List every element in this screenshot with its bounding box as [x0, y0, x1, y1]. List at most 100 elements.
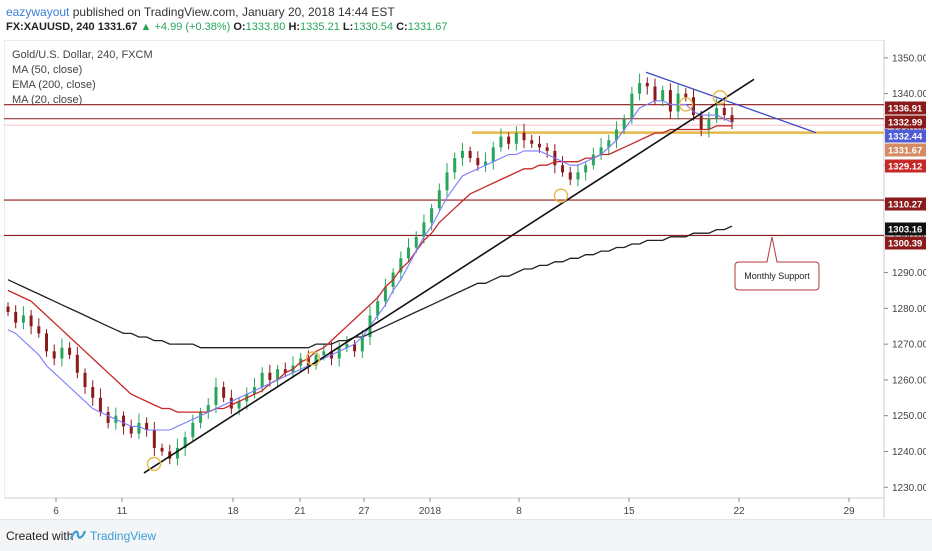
candle-body [638, 82, 642, 94]
price-tag [885, 129, 926, 143]
candle-body [476, 158, 480, 166]
candle-body [229, 397, 233, 409]
candle-body [399, 258, 403, 273]
annotation-callout [734, 236, 820, 291]
touch-point-marker [146, 456, 162, 472]
candle-body [175, 447, 179, 459]
x-tick-label: 15 [623, 506, 635, 517]
high-label: H: [288, 21, 301, 33]
candle-body [52, 351, 56, 359]
candle-body [68, 347, 72, 355]
candle-body [437, 190, 441, 209]
candle-body [430, 208, 434, 223]
tradingview-logo-icon[interactable] [70, 528, 86, 542]
candle-body [214, 387, 218, 405]
candle-body [91, 387, 95, 398]
candle-body [60, 347, 64, 359]
ema200-line [7, 225, 733, 349]
candle-body [98, 397, 102, 413]
candle-body [29, 315, 33, 327]
candle-body [206, 404, 210, 413]
descending-trendline [645, 71, 817, 134]
last-price: 1331.67 [97, 21, 138, 33]
candle-body [453, 158, 457, 173]
candle-body [337, 347, 341, 359]
candle-body [260, 372, 264, 388]
candle-body [106, 412, 110, 423]
candle-body [614, 129, 618, 141]
price-tag-label: 1300.39 [888, 238, 922, 249]
candle-body [568, 172, 572, 180]
x-tick-label: 2018 [419, 506, 442, 517]
candle-body [45, 333, 49, 352]
x-tick-label: 6 [53, 506, 59, 517]
candle-body [722, 107, 726, 116]
candle-body [507, 136, 511, 144]
candle-body [183, 437, 187, 448]
candle-body [14, 311, 18, 323]
candle-body [6, 306, 10, 312]
candle-body [630, 93, 634, 119]
candle-body [545, 147, 549, 151]
price-tag [885, 101, 926, 115]
price-tag-label: 1332.44 [888, 131, 923, 142]
candle-body [484, 161, 488, 166]
price-chart[interactable]: 1230.00 1240.00 1250.00 1260.00 1270.00 1280.… [4, 40, 926, 518]
price-tag-label: 1329.12 [888, 161, 922, 172]
price-tag [885, 143, 926, 157]
candle-body [691, 97, 695, 116]
candle-body [645, 82, 649, 87]
open-label: O: [233, 21, 246, 33]
candle-body [715, 107, 719, 119]
touch-point-marker [712, 90, 728, 105]
x-tick-label: 22 [733, 506, 745, 517]
tradingview-brand[interactable]: TradingView [90, 529, 157, 543]
candle-body [345, 344, 349, 348]
candle-body [407, 247, 411, 259]
y-tick-label: 1340.00 [892, 89, 926, 100]
x-tick-label: 18 [227, 506, 239, 517]
close-value: 1331.67 [407, 21, 448, 33]
candle-body [684, 93, 688, 98]
x-tick-label: 8 [516, 506, 522, 517]
y-tick-label: 1350.00 [892, 53, 926, 64]
quote-line: FX:XAUUSD, 240 1331.67 ▲ +4.99 (+0.38%) … [6, 21, 447, 33]
candle-body [514, 133, 518, 144]
publish-info: published on TradingView.com, January 20… [72, 5, 395, 19]
candle-body [499, 136, 503, 148]
candle-body [283, 369, 287, 373]
chart-header: eazywayout published on TradingView.com,… [0, 0, 932, 36]
candle-body [191, 422, 195, 438]
touch-point-marker [305, 351, 321, 366]
candle-body [75, 354, 79, 373]
ascending-trendline [143, 78, 755, 474]
candle-body [576, 172, 580, 180]
price-change: ▲ +4.99 (+0.38%) [140, 21, 231, 33]
price-tag [885, 159, 926, 173]
chart-area[interactable]: 1230.00 1240.00 1250.00 1260.00 1270.00 1280.… [4, 40, 926, 518]
candle-body [561, 165, 565, 173]
price-tag-label: 1332.99 [888, 117, 922, 128]
price-tag-label: 1310.27 [888, 199, 922, 210]
candle-body [314, 354, 318, 366]
candle-body [383, 286, 387, 302]
open-value: 1333.80 [245, 21, 286, 33]
candle-body [537, 143, 541, 148]
candle-body [276, 369, 280, 380]
y-tick-label: 1250.00 [892, 411, 926, 422]
candle-body [530, 140, 534, 144]
candle-body [676, 93, 680, 112]
candle-body [21, 315, 25, 323]
candle-body [599, 147, 603, 155]
candle-body [707, 118, 711, 130]
price-tag [885, 222, 926, 236]
candle-body [699, 115, 703, 130]
candle-body [622, 118, 626, 130]
author-link[interactable]: eazywayout [6, 5, 70, 19]
touch-point-marker [678, 97, 694, 112]
candle-body [522, 133, 526, 141]
candle-body [353, 344, 357, 352]
x-tick-label: 21 [294, 506, 306, 517]
high-value: 1335.21 [300, 21, 340, 33]
candle-body [222, 387, 226, 398]
